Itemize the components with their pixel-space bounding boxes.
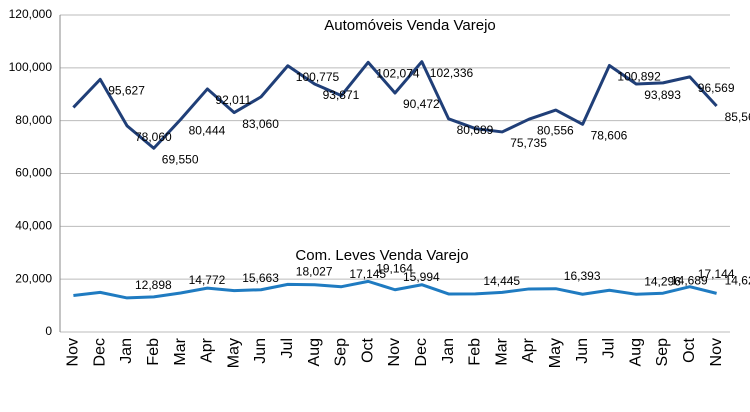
data-label: 15,994 xyxy=(403,270,440,284)
data-label: 12,898 xyxy=(135,278,172,292)
data-label: 95,627 xyxy=(108,84,145,98)
x-tick-label: Jun xyxy=(574,338,591,364)
x-tick-label: Jun xyxy=(252,338,269,364)
data-label: 17,144 xyxy=(698,267,735,281)
data-label: 14,622 xyxy=(725,274,750,288)
x-tick-label: Aug xyxy=(306,338,323,366)
x-tick-label: Dec xyxy=(413,338,430,366)
data-label: 90,472 xyxy=(403,97,440,111)
series-line xyxy=(73,279,717,300)
series-line xyxy=(72,60,718,150)
x-tick-label: Sep xyxy=(333,338,350,367)
x-tick-label: Feb xyxy=(145,338,162,366)
data-label: 14,689 xyxy=(671,273,708,287)
x-tick-label: Nov xyxy=(708,338,725,366)
data-label: 80,556 xyxy=(537,123,574,137)
data-label: 83,060 xyxy=(242,117,279,131)
data-label: 92,011 xyxy=(215,93,251,107)
x-tick-label: Nov xyxy=(65,338,82,366)
data-label: 102,074 xyxy=(376,67,420,81)
data-label: 18,027 xyxy=(296,265,333,279)
data-label: 19,164 xyxy=(376,262,413,276)
x-tick-label: Mar xyxy=(493,337,510,365)
x-tick-label: Sep xyxy=(654,338,671,367)
data-label: 14,445 xyxy=(483,274,520,288)
x-tick-label: Jan xyxy=(440,338,457,364)
y-tick-label: 40,000 xyxy=(15,219,52,233)
data-label: 80,444 xyxy=(189,124,226,138)
data-label: 69,550 xyxy=(162,152,199,166)
data-label: 75,735 xyxy=(510,136,547,150)
data-label: 102,336 xyxy=(430,66,474,80)
data-label: 17,145 xyxy=(349,267,386,281)
data-label: 78,606 xyxy=(591,129,628,143)
data-label: 14,772 xyxy=(189,273,226,287)
x-tick-label: Apr xyxy=(520,337,537,363)
y-tick-label: 100,000 xyxy=(9,60,53,74)
y-tick-label: 0 xyxy=(45,324,52,338)
data-label: 78,060 xyxy=(135,130,172,144)
data-label: 85,561 xyxy=(725,110,750,124)
x-tick-label: May xyxy=(547,338,564,368)
x-tick-label: Oct xyxy=(681,337,698,362)
x-tick-label: Dec xyxy=(91,338,108,366)
x-tick-label: Mar xyxy=(172,337,189,365)
data-label: 100,892 xyxy=(617,70,661,84)
x-tick-label: Feb xyxy=(467,338,484,366)
y-tick-label: 20,000 xyxy=(15,271,52,285)
series-label: Automóveis Venda Varejo xyxy=(324,17,496,34)
x-tick-label: May xyxy=(225,338,242,368)
x-tick-label: Aug xyxy=(627,338,644,366)
data-label: 16,393 xyxy=(564,269,601,283)
x-tick-label: Jul xyxy=(279,338,296,358)
y-tick-label: 120,000 xyxy=(9,7,53,21)
series-label: Com. Leves Venda Varejo xyxy=(295,247,468,264)
data-label: 93,893 xyxy=(644,88,681,102)
data-label: 93,871 xyxy=(323,88,360,102)
x-tick-label: Jul xyxy=(601,338,618,358)
x-tick-label: Jan xyxy=(118,338,135,364)
data-label: 100,775 xyxy=(296,70,340,84)
y-tick-label: 80,000 xyxy=(15,113,52,127)
data-label: 96,569 xyxy=(698,81,735,95)
x-tick-label: Oct xyxy=(359,337,376,362)
data-label: 15,663 xyxy=(242,271,279,285)
x-tick-label: Apr xyxy=(199,337,216,363)
y-tick-label: 60,000 xyxy=(15,166,52,180)
x-tick-label: Nov xyxy=(386,338,403,366)
data-label: 14,296 xyxy=(644,274,681,288)
data-label: 80,689 xyxy=(457,123,494,137)
